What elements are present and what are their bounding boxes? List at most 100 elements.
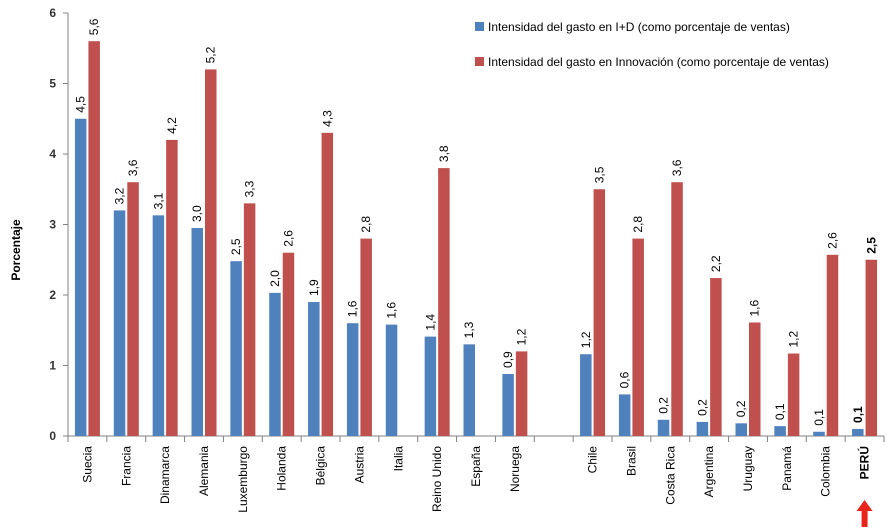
bar-rd [346, 323, 359, 436]
data-label: 0,2 [657, 397, 671, 414]
bar-innovation [127, 182, 139, 436]
bar-innovation [826, 254, 839, 436]
data-label: 2,6 [825, 232, 839, 249]
y-tick-label: 6 [49, 6, 56, 20]
category-label: Brasil [624, 446, 638, 476]
bar-innovation [593, 189, 606, 436]
data-label: 3,1 [151, 192, 165, 209]
arrow-shaft [861, 510, 868, 527]
bar-innovation [166, 139, 178, 436]
legend-swatch-innovation [475, 57, 484, 66]
data-label: 2,6 [281, 230, 295, 247]
data-label: 1,9 [307, 279, 321, 296]
data-label: 3,2 [113, 187, 127, 204]
data-label: 1,6 [385, 302, 399, 319]
bar-rd [735, 423, 747, 436]
y-tick-label: 5 [49, 77, 56, 91]
data-label: 2,8 [359, 216, 373, 233]
category-label: Luxemburgo [236, 446, 250, 513]
bar-innovation [632, 238, 644, 436]
bar-rd [774, 426, 786, 436]
bar-rd [657, 419, 670, 436]
data-label: 3,5 [592, 166, 606, 183]
data-label: 4,3 [320, 110, 334, 127]
bar-rd [852, 428, 864, 436]
bar-rd [74, 118, 87, 436]
category-label: Alemania [197, 446, 211, 496]
data-label: 5,6 [87, 18, 101, 35]
data-label: 2,5 [864, 237, 878, 254]
data-label: 3,6 [670, 159, 684, 176]
bar-rd [191, 228, 203, 436]
category-label: Holanda [275, 446, 289, 491]
y-tick-label: 4 [49, 147, 56, 161]
category-label: Costa Rica [663, 446, 677, 505]
data-label: 3,6 [126, 159, 140, 176]
data-label: 2,2 [709, 255, 723, 272]
data-label: 3,0 [190, 205, 204, 222]
category-label: España [469, 446, 483, 487]
y-tick-label: 1 [49, 359, 56, 373]
legend-label-innovation: Intensidad del gasto en Innovación (como… [488, 55, 829, 69]
data-label: 1,3 [462, 321, 476, 338]
data-label: 0,6 [618, 371, 632, 388]
bar-rd [152, 215, 165, 436]
data-label: 1,2 [787, 331, 801, 348]
bar-innovation [515, 351, 528, 436]
category-label: Colombia [819, 446, 833, 497]
bar-rd [308, 302, 320, 436]
data-label: 1,2 [515, 328, 529, 345]
bar-rd [113, 210, 126, 436]
data-label: 2,8 [631, 216, 645, 233]
bar-innovation [282, 252, 295, 436]
bar-rd [580, 354, 592, 436]
bar-rd [385, 324, 398, 436]
bar-innovation [321, 132, 334, 436]
data-label: 0,1 [851, 406, 865, 423]
bar-rd [696, 421, 709, 436]
bar-innovation [438, 168, 450, 436]
category-label: PERÚ [857, 446, 872, 479]
bar-innovation [671, 182, 683, 436]
data-label: 1,6 [346, 300, 360, 317]
bar-rd [269, 292, 281, 436]
category-label: Austria [352, 446, 366, 484]
data-label: 4,5 [74, 96, 88, 113]
bar-innovation [749, 322, 761, 436]
bar-innovation [360, 238, 372, 436]
arrow-head [856, 500, 873, 511]
bar-innovation [787, 353, 800, 436]
data-label: 1,4 [423, 314, 437, 331]
data-label: 3,3 [243, 180, 257, 197]
legend-label-rd: Intensidad del gasto en I+D (como porcen… [488, 20, 790, 34]
data-label: 3,8 [437, 145, 451, 162]
data-label: 0,2 [734, 400, 748, 417]
data-label: 5,2 [204, 46, 218, 63]
data-label: 0,1 [812, 409, 826, 426]
bar-innovation [88, 41, 100, 436]
data-label: 0,9 [501, 351, 515, 368]
y-tick-label: 2 [49, 288, 56, 302]
plot-area: 0 1 2 3 4 5 6 4,5 5,6 Suecia 3,2 3,6 Francia 3,1 4,2 Di… [49, 6, 885, 527]
y-tick-label: 3 [49, 218, 56, 232]
category-label: Uruguay [741, 446, 755, 491]
bar-innovation [205, 69, 217, 437]
bar-rd [618, 394, 631, 436]
category-label: Argentina [702, 446, 716, 498]
data-label: 1,2 [579, 331, 593, 348]
data-label: 2,0 [268, 270, 282, 287]
bar-innovation [243, 203, 256, 436]
category-label: Francia [119, 446, 133, 486]
legend: Intensidad del gasto en I+D (como porcen… [475, 20, 829, 69]
category-label: Reino Unido [430, 446, 444, 512]
category-label: Italia [391, 446, 405, 472]
data-label: 2,5 [229, 238, 243, 255]
bar-innovation [865, 259, 878, 436]
category-label: Dinamarca [158, 446, 172, 504]
bar-rd [502, 373, 514, 436]
y-axis-label: Porcentaje [9, 219, 23, 281]
category-label: Panamá [780, 446, 794, 491]
y-tick-label: 0 [49, 429, 56, 443]
data-label: 0,1 [773, 403, 787, 420]
